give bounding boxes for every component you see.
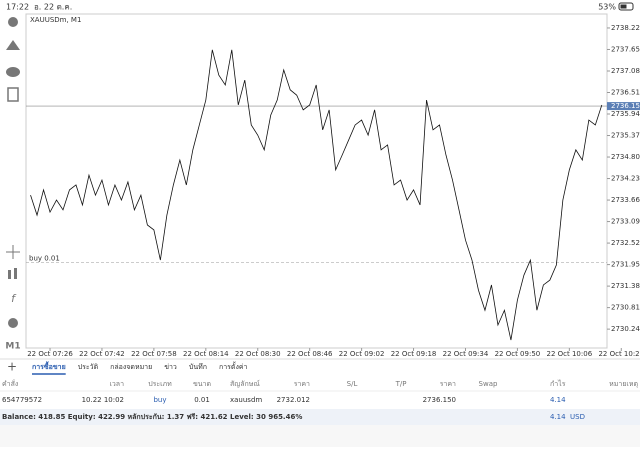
x-tick-label: 22 Oct 07:26 bbox=[27, 350, 73, 358]
cell[interactable]: 654779572 bbox=[2, 396, 42, 404]
column-header: T/P bbox=[395, 380, 407, 388]
column-header: ประเภท bbox=[148, 380, 172, 388]
cell[interactable]: 0.01 bbox=[194, 396, 210, 404]
indicator-icon-2[interactable] bbox=[14, 268, 17, 279]
column-header: สัญลักษณ์ bbox=[230, 380, 260, 388]
column-header: เวลา bbox=[109, 380, 124, 388]
balance-text: Balance: 418.85 Equity: 422.99 หลักประกั… bbox=[2, 413, 302, 421]
column-header: Swap bbox=[479, 380, 498, 388]
y-tick-label: 2730.810 bbox=[611, 304, 640, 312]
x-tick-label: 22 Oct 08:14 bbox=[183, 350, 229, 358]
battery-level bbox=[620, 4, 627, 9]
column-header: ราคา bbox=[440, 380, 456, 388]
column-header: ขนาด bbox=[193, 380, 211, 388]
y-tick-label: 2734.800 bbox=[611, 153, 640, 161]
function-icon[interactable]: f bbox=[11, 292, 17, 305]
cell[interactable]: 2736.150 bbox=[423, 396, 456, 404]
x-tick-label: 22 Oct 07:42 bbox=[79, 350, 125, 358]
price-tag bbox=[607, 102, 640, 111]
tab[interactable]: บันทึก bbox=[189, 362, 207, 371]
y-tick-label: 2732.520 bbox=[611, 239, 640, 247]
x-tick-label: 22 Oct 10:06 bbox=[547, 350, 593, 358]
column-header: หมายเหตุ bbox=[609, 380, 638, 388]
tab[interactable]: กล่องจดหมาย bbox=[110, 363, 152, 371]
y-tick-label: 2737.080 bbox=[611, 67, 640, 75]
y-tick-label: 2735.940 bbox=[611, 110, 640, 118]
x-tick-label: 22 Oct 07:58 bbox=[131, 350, 177, 358]
account-icon[interactable] bbox=[8, 17, 18, 27]
balance-currency: USD bbox=[570, 413, 585, 421]
add-button[interactable]: + bbox=[7, 360, 17, 374]
y-tick-label: 2730.240 bbox=[611, 325, 640, 333]
x-tick-label: 22 Oct 08:30 bbox=[235, 350, 281, 358]
tab[interactable]: ข่าว bbox=[164, 363, 177, 371]
column-header: ราคา bbox=[294, 380, 310, 388]
crosshair-icon[interactable] bbox=[6, 245, 20, 259]
column-header: คำสั่ง bbox=[2, 379, 18, 388]
y-tick-label: 2731.950 bbox=[611, 261, 640, 269]
tab[interactable]: ประวัติ bbox=[78, 363, 99, 371]
battery-icon bbox=[618, 2, 634, 11]
y-tick-label: 2736.510 bbox=[611, 88, 640, 96]
toolbar bbox=[0, 14, 26, 359]
x-tick-label: 22 Oct 09:34 bbox=[443, 350, 489, 358]
price-tag-label: 2736.150 bbox=[611, 102, 640, 110]
chat-icon[interactable] bbox=[6, 67, 20, 77]
y-tick-label: 2738.220 bbox=[611, 24, 640, 32]
buy-label: buy 0.01 bbox=[29, 254, 60, 262]
status-battery: 53% bbox=[598, 3, 616, 12]
y-tick-label: 2733.090 bbox=[611, 218, 640, 226]
x-tick-label: 22 Oct 09:02 bbox=[339, 350, 385, 358]
cell[interactable]: 2732.012 bbox=[277, 396, 310, 404]
indicator-icon[interactable] bbox=[8, 270, 11, 279]
chart-title: XAUUSDm, M1 bbox=[30, 16, 81, 24]
column-header: S/L bbox=[347, 380, 358, 388]
price-line-series bbox=[30, 49, 603, 341]
cell[interactable]: 4.14 bbox=[550, 396, 566, 404]
balance-bar bbox=[0, 409, 640, 425]
y-tick-label: 2734.230 bbox=[611, 175, 640, 183]
tab[interactable]: การตั้งค่า bbox=[219, 360, 248, 371]
y-tick-label: 2731.380 bbox=[611, 282, 640, 290]
y-tick-label: 2735.370 bbox=[611, 132, 640, 140]
cell[interactable]: buy bbox=[153, 396, 166, 404]
status-date: อ. 22 ต.ค. bbox=[34, 3, 72, 12]
balance-profit: 4.14 bbox=[550, 413, 566, 421]
trade-icon[interactable] bbox=[6, 40, 20, 50]
x-tick-label: 22 Oct 08:46 bbox=[287, 350, 333, 358]
x-tick-label: 22 Oct 09:50 bbox=[495, 350, 541, 358]
column-header: กำไร bbox=[550, 379, 566, 388]
chart-frame bbox=[25, 13, 608, 349]
new-order-icon[interactable] bbox=[7, 87, 19, 102]
timeframe[interactable]: M1 bbox=[5, 342, 20, 352]
x-tick-label: 22 Oct 10:22 bbox=[598, 350, 640, 358]
empty-area bbox=[0, 425, 640, 447]
y-tick-label: 2737.650 bbox=[611, 45, 640, 53]
status-time: 17:22 bbox=[6, 3, 29, 12]
y-tick-label: 2733.660 bbox=[611, 196, 640, 204]
x-tick-label: 22 Oct 09:18 bbox=[391, 350, 437, 358]
objects-icon[interactable] bbox=[8, 318, 18, 328]
tab[interactable]: การซื้อขาย bbox=[32, 360, 66, 371]
cell[interactable]: xauusdm bbox=[230, 396, 262, 404]
cell[interactable]: 10.22 10:02 bbox=[82, 396, 124, 404]
